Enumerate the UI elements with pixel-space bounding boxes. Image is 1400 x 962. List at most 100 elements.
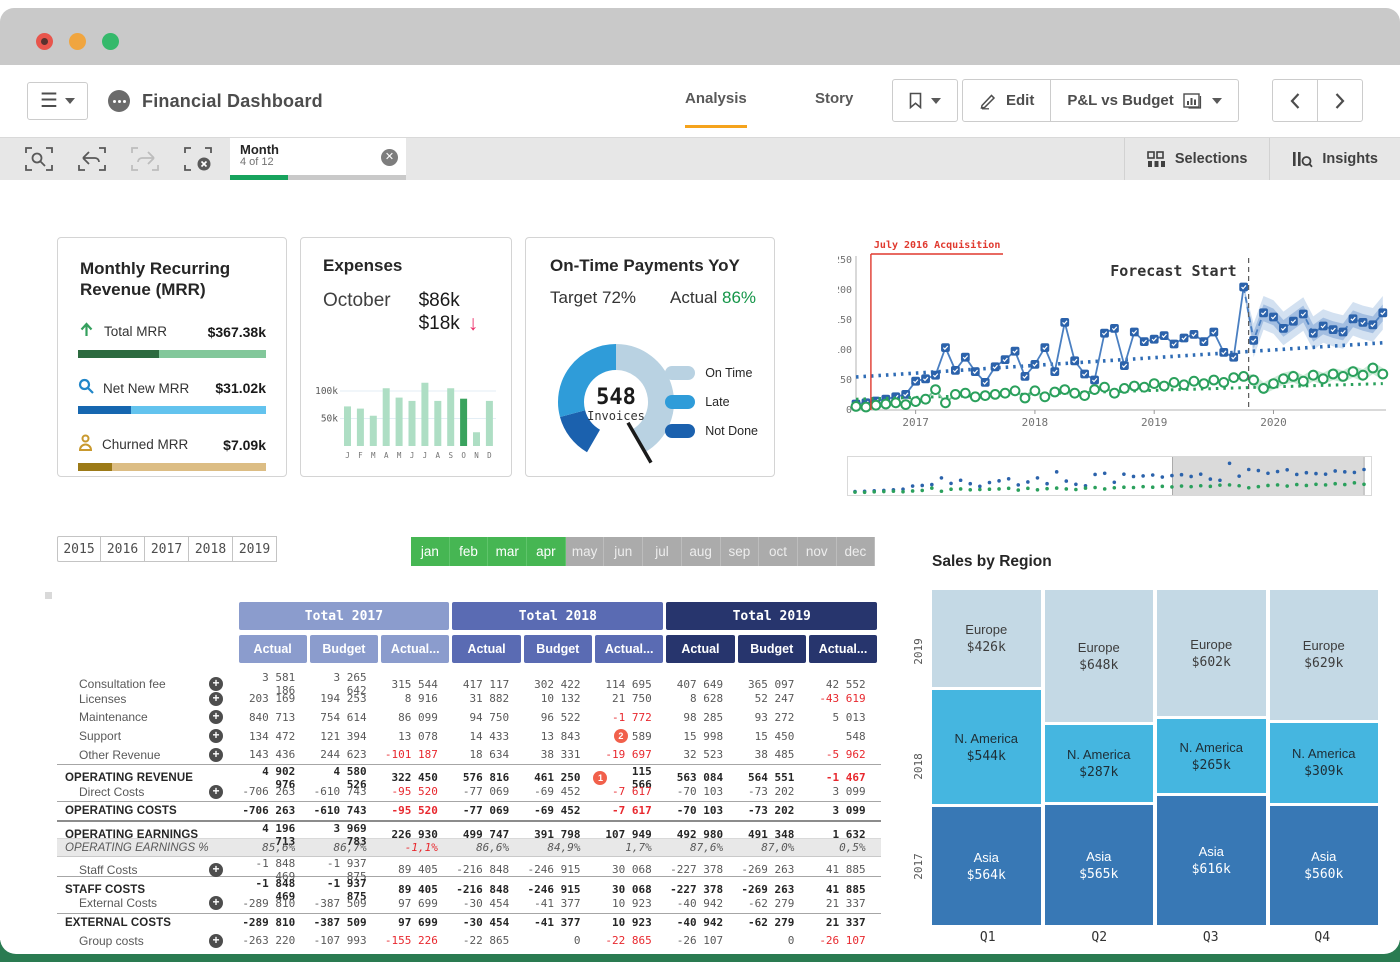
month-filter-feb[interactable]: feb — [449, 537, 489, 566]
table-row[interactable]: OPERATING EARNINGS % 85,6% 86,7% -1,1% 86,6%… — [57, 838, 881, 857]
column-header-actual[interactable]: Actual... — [381, 635, 450, 663]
month-filter-mar[interactable]: mar — [488, 537, 528, 566]
table-row[interactable]: External Costs + -289 810 -387 509 97 699 -30… — [57, 894, 881, 913]
mekko-block-asia-q3[interactable]: Asia $616k — [1157, 796, 1266, 925]
table-row[interactable]: OPERATING COSTS -706 263 -610 743 -95 520 -7… — [57, 801, 881, 820]
navigator-window[interactable] — [1172, 457, 1365, 495]
expand-row-icon[interactable]: + — [209, 784, 223, 799]
column-header-budget[interactable]: Budget — [309, 635, 379, 663]
month-filter-dec[interactable]: dec — [836, 537, 876, 566]
expand-row-icon[interactable]: + — [209, 896, 223, 911]
year-filter-2017[interactable]: 2017 — [145, 536, 189, 562]
expense-bar-J6[interactable] — [421, 382, 429, 446]
column-group-total-2018[interactable]: Total 2018 — [452, 602, 664, 630]
app-options-icon[interactable] — [108, 90, 130, 112]
mekko-block-namerica-q4[interactable]: N. America $309k — [1269, 722, 1378, 804]
prev-sheet-button[interactable] — [1273, 80, 1317, 121]
tab-analysis[interactable]: Analysis — [685, 90, 747, 128]
month-filter-may[interactable]: may — [565, 537, 605, 566]
column-group-total-2019[interactable]: Total 2019 — [666, 602, 878, 630]
expense-bar-A3[interactable] — [382, 388, 390, 446]
mekko-block-asia-q1[interactable]: Asia $564k — [932, 807, 1041, 925]
expense-bar-N10[interactable] — [473, 432, 480, 446]
expand-row-icon[interactable]: + — [209, 933, 223, 948]
month-filter-jan[interactable]: jan — [411, 537, 450, 566]
expense-bar-J0[interactable] — [344, 406, 351, 446]
edit-button[interactable]: Edit — [963, 80, 1050, 121]
kpi-card-expenses[interactable]: Expenses October $86k $18k ↓ 100k 50k J F M A M… — [300, 237, 512, 477]
kpi-card-payments[interactable]: On-Time Payments YoY Target 72% Actual 8… — [525, 237, 775, 477]
selection-chip-month[interactable]: Month 4 of 12 ✕ — [230, 138, 406, 180]
insights-button[interactable]: Insights — [1269, 138, 1400, 180]
mekko-block-europe-q3[interactable]: Europe $602k — [1157, 590, 1266, 717]
month-filter-jul[interactable]: jul — [643, 537, 682, 566]
table-row[interactable]: Group costs + -263 220 -107 993 -155 226 -22 … — [57, 931, 881, 950]
kpi-card-mrr[interactable]: Monthly Recurring Revenue (MRR) Total MR… — [57, 237, 287, 477]
month-filter-apr[interactable]: apr — [527, 537, 566, 566]
window-titlebar[interactable] — [0, 8, 1400, 65]
table-row[interactable]: OPERATING REVENUE 4 902 976 4 580 526 322 4… — [57, 763, 881, 791]
column-header-budget[interactable]: Budget — [737, 635, 806, 663]
column-header-actual[interactable]: Actual... — [808, 635, 878, 663]
year-filter-2015[interactable]: 2015 — [57, 536, 101, 562]
mekko-block-europe-q2[interactable]: Europe $648k — [1044, 590, 1153, 723]
expand-row-icon[interactable]: + — [209, 710, 223, 725]
tab-story[interactable]: Story — [815, 90, 854, 107]
column-header-actual[interactable]: Actual — [666, 635, 735, 663]
table-row[interactable]: OPERATING EARNINGS 4 196 713 3 969 783 226 … — [57, 819, 881, 848]
forecast-chart-navigator[interactable] — [847, 456, 1372, 496]
redo-selection-icon[interactable] — [130, 145, 160, 173]
mekko-block-asia-q2[interactable]: Asia $565k — [1044, 805, 1153, 925]
expense-bar-A7[interactable] — [434, 400, 442, 446]
mekko-block-namerica-q2[interactable]: N. America $287k — [1044, 725, 1153, 803]
expense-bar-D11[interactable] — [485, 400, 493, 446]
month-filter-sep[interactable]: sep — [720, 537, 760, 566]
mekko-block-asia-q4[interactable]: Asia $560k — [1269, 806, 1378, 925]
table-row[interactable]: Support +134 472 121 394 13 078 14 433 13 843… — [57, 727, 881, 746]
column-header-actual[interactable]: Actual... — [594, 635, 664, 663]
mekko-block-europe-q1[interactable]: Europe $426k — [932, 590, 1041, 687]
expand-row-icon[interactable]: + — [209, 691, 223, 706]
expand-row-icon[interactable]: + — [209, 677, 223, 691]
selections-tool-button[interactable]: Selections — [1123, 138, 1270, 180]
global-menu-button[interactable]: ☰ — [27, 82, 88, 120]
window-zoom-button[interactable] — [102, 33, 119, 50]
remove-selection-icon[interactable]: ✕ — [381, 149, 398, 166]
expand-row-icon[interactable]: + — [209, 862, 223, 877]
year-filter-2019[interactable]: 2019 — [233, 536, 277, 562]
sheet-selector[interactable]: P&L vs Budget — [1050, 80, 1237, 121]
expand-row-icon[interactable]: + — [209, 747, 223, 762]
month-filter-nov[interactable]: nov — [797, 537, 837, 566]
column-group-total-2017[interactable]: Total 2017 — [238, 602, 450, 630]
expand-row-icon[interactable]: + — [209, 729, 223, 744]
table-row[interactable]: Staff Costs + -1 848 469 -1 937 875 89 405 -2… — [57, 857, 881, 883]
table-row[interactable]: EXTERNAL COSTS -289 810 -387 509 97 699 -30 … — [57, 912, 881, 932]
invoices-forecast-chart[interactable]: 0 50 100 150 200 250 2017 2018 2019 2020 Forecast … — [838, 232, 1390, 450]
column-header-actual[interactable]: Actual — [238, 635, 307, 663]
undo-selection-icon[interactable] — [77, 145, 107, 173]
next-sheet-button[interactable] — [1317, 80, 1362, 121]
mekko-block-europe-q4[interactable]: Europe $629k — [1269, 590, 1378, 720]
table-row[interactable]: Other Revenue +143 436 244 623 -101 187 18 6… — [57, 745, 881, 764]
table-row[interactable]: STAFF COSTS -1 848 469 -1 937 875 89 405 -21… — [57, 875, 881, 903]
expense-bar-J5[interactable] — [408, 400, 416, 446]
expense-bar-F1[interactable] — [356, 408, 364, 446]
table-row[interactable]: Consultation fee +3 581 186 3 265 642 315 5… — [57, 671, 881, 697]
month-filter-jun[interactable]: jun — [604, 537, 644, 566]
year-filter-2016[interactable]: 2016 — [101, 536, 145, 562]
table-row[interactable]: Direct Costs + -706 263 -610 743 -95 520 -77 … — [57, 783, 881, 802]
expense-bar-S8[interactable] — [447, 388, 455, 446]
expense-bar-O9[interactable] — [460, 398, 468, 446]
table-row[interactable]: Licenses +203 169 194 253 8 916 31 882 10 132… — [57, 690, 881, 709]
column-header-actual[interactable]: Actual — [452, 635, 521, 663]
year-filter-2018[interactable]: 2018 — [189, 536, 233, 562]
column-header-budget[interactable]: Budget — [523, 635, 592, 663]
mekko-block-namerica-q3[interactable]: N. America $265k — [1157, 719, 1266, 794]
month-filter-oct[interactable]: oct — [759, 537, 798, 566]
window-minimize-button[interactable] — [69, 33, 86, 50]
window-close-button[interactable] — [36, 33, 53, 50]
month-filter-aug[interactable]: aug — [681, 537, 721, 566]
clear-selections-icon[interactable] — [183, 145, 213, 173]
mekko-block-namerica-q1[interactable]: N. America $544k — [932, 689, 1041, 805]
table-row[interactable]: Maintenance +840 713 754 614 86 099 94 750 96… — [57, 708, 881, 727]
